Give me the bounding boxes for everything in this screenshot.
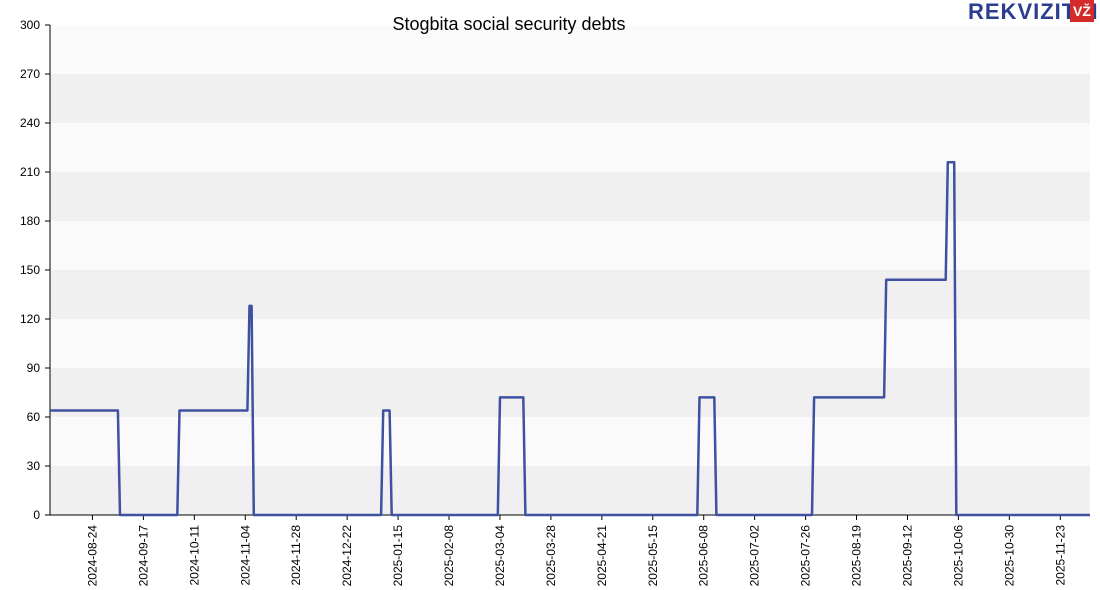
grid-band (50, 123, 1090, 172)
x-tick-label: 2025-06-08 (697, 525, 711, 587)
x-tick-label: 2025-10-30 (1002, 525, 1016, 587)
x-tick-label: 2024-11-04 (238, 525, 252, 586)
x-tick-label: 2025-02-08 (442, 525, 456, 587)
y-tick-label: 90 (27, 361, 41, 375)
grid-band (50, 25, 1090, 74)
y-tick-label: 30 (27, 459, 41, 473)
x-tick-label: 2025-03-28 (544, 525, 558, 587)
x-tick-label: 2025-07-02 (748, 525, 762, 587)
logo-badge (1070, 0, 1094, 22)
series-layer (50, 160, 1090, 517)
x-tick-label: 2025-10-06 (951, 525, 965, 587)
grid-band (50, 221, 1090, 270)
x-tick-label: 2025-09-12 (900, 525, 914, 587)
chart-title: Stogbita social security debts (392, 14, 625, 34)
logo: REKVIZITAI VŽ (968, 0, 1098, 24)
x-tick-label: 2024-08-24 (85, 525, 99, 587)
grid-band (50, 368, 1090, 417)
x-tick-label: 2024-09-17 (136, 525, 150, 587)
y-tick-label: 270 (20, 67, 40, 81)
grid-band (50, 319, 1090, 368)
x-tick-label: 2025-05-15 (646, 525, 660, 587)
x-tick-label: 2025-03-04 (493, 525, 507, 587)
grid-band (50, 172, 1090, 221)
x-tick-label: 2024-11-28 (289, 525, 303, 586)
grid-band (50, 466, 1090, 515)
grid-band (50, 270, 1090, 319)
y-tick-label: 120 (20, 312, 40, 326)
y-axis: 0 30 60 90 120 150 180 210 240 270 300 (20, 18, 50, 522)
x-tick-label: 2024-10-11 (187, 525, 201, 586)
logo-badge-text: VŽ (1073, 2, 1091, 19)
x-axis: 2024-08-24 2024-09-17 2024-10-11 2024-11-04… (85, 515, 1067, 586)
grid-band (50, 417, 1090, 466)
y-tick-label: 240 (20, 116, 40, 130)
x-tick-label: 2025-01-15 (391, 525, 405, 587)
x-tick-label: 2025-07-26 (799, 525, 813, 587)
x-tick-label: 2025-04-21 (595, 525, 609, 587)
y-tick-label: 210 (20, 165, 40, 179)
grid-bands (50, 25, 1090, 515)
x-tick-label: 2024-12-22 (340, 525, 354, 587)
x-tick-label: 2025-08-19 (850, 525, 864, 587)
y-tick-label: 0 (33, 508, 40, 522)
y-tick-label: 300 (20, 18, 40, 32)
y-tick-label: 60 (27, 410, 41, 424)
grid-band (50, 74, 1090, 123)
series-line (50, 160, 1090, 517)
x-tick-label: 2025-11-23 (1053, 525, 1067, 586)
y-tick-label: 180 (20, 214, 40, 228)
y-tick-label: 150 (20, 263, 40, 277)
